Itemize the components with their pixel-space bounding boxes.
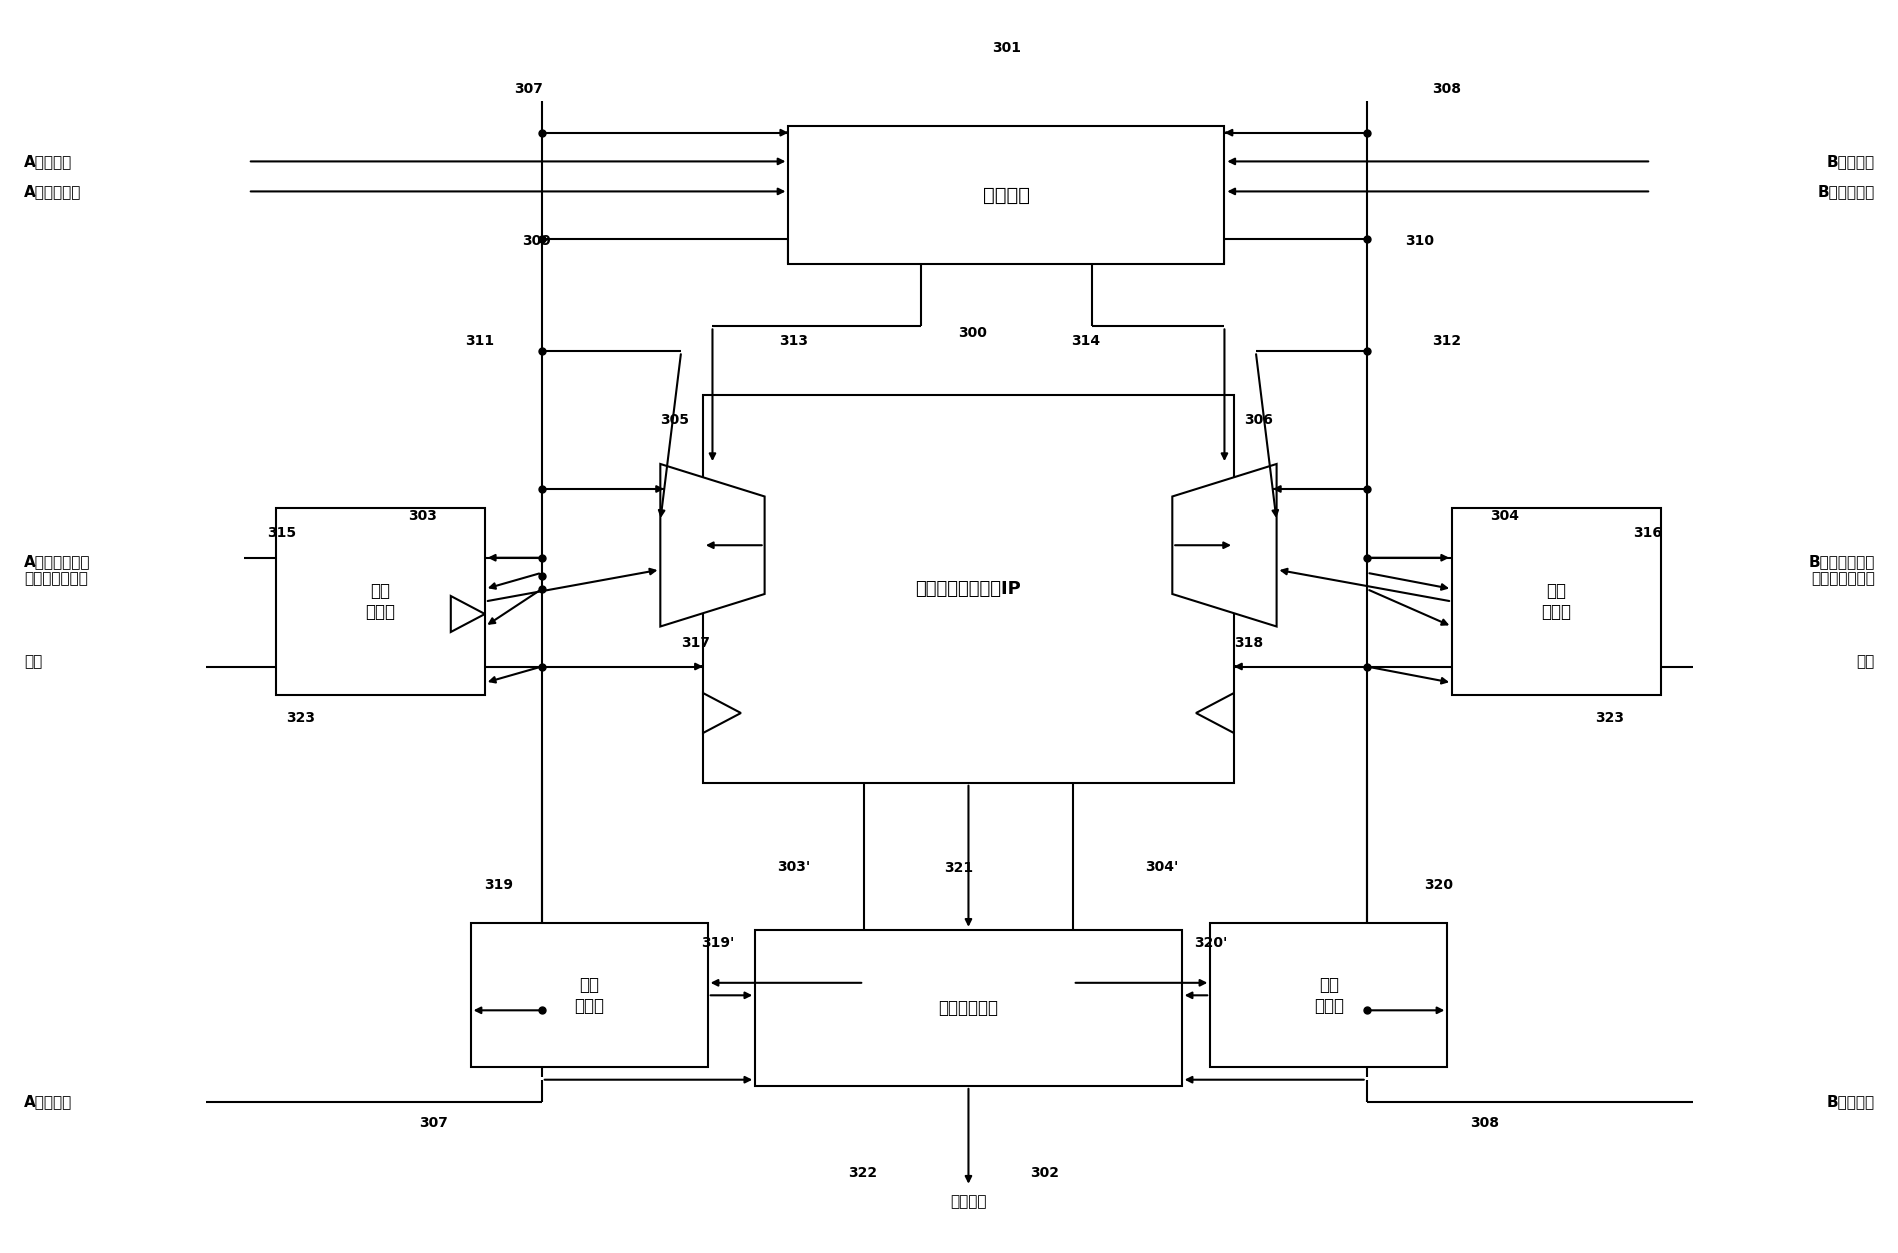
FancyBboxPatch shape — [1209, 923, 1446, 1068]
Text: B端口地址: B端口地址 — [1826, 1094, 1873, 1109]
FancyBboxPatch shape — [471, 923, 708, 1068]
FancyBboxPatch shape — [702, 395, 1234, 783]
Text: B端口数据、地
址和写使能信号: B端口数据、地 址和写使能信号 — [1807, 554, 1873, 586]
Text: 302: 302 — [1029, 1165, 1059, 1180]
Polygon shape — [702, 693, 740, 733]
Text: 315: 315 — [268, 526, 296, 540]
Text: 314: 314 — [1070, 335, 1101, 348]
Text: 320': 320' — [1194, 936, 1228, 950]
Text: 323: 323 — [1594, 710, 1623, 724]
Text: 320: 320 — [1424, 878, 1452, 892]
Text: 319': 319' — [700, 936, 735, 950]
Text: 二级
缓存器: 二级 缓存器 — [1313, 976, 1344, 1015]
Text: 310: 310 — [1405, 234, 1433, 248]
Text: 322: 322 — [847, 1165, 877, 1180]
Text: 读出控制电路: 读出控制电路 — [938, 999, 998, 1017]
Text: 308: 308 — [1431, 81, 1460, 96]
Text: 317: 317 — [681, 635, 710, 650]
Text: 305: 305 — [661, 413, 689, 427]
Text: 303': 303' — [776, 860, 810, 873]
Text: 301: 301 — [991, 40, 1021, 55]
Polygon shape — [1171, 464, 1275, 626]
Text: 321: 321 — [943, 861, 974, 875]
Text: 307: 307 — [514, 81, 543, 96]
Text: 309: 309 — [522, 234, 550, 248]
Text: 313: 313 — [778, 335, 809, 348]
Text: B端口地址: B端口地址 — [1826, 154, 1873, 169]
Text: 输出数据: 输出数据 — [949, 1194, 987, 1209]
FancyBboxPatch shape — [755, 930, 1181, 1086]
Polygon shape — [661, 464, 765, 626]
Text: 仲裁电路: 仲裁电路 — [983, 185, 1029, 204]
FancyBboxPatch shape — [1452, 507, 1659, 695]
Text: 319: 319 — [484, 878, 512, 892]
Text: A端口地址: A端口地址 — [25, 154, 72, 169]
Text: A端口地址: A端口地址 — [25, 1094, 72, 1109]
Text: 300: 300 — [957, 326, 987, 340]
Polygon shape — [450, 596, 484, 632]
Text: B端口写使能: B端口写使能 — [1816, 184, 1873, 199]
Text: 306: 306 — [1243, 413, 1272, 427]
Text: 318: 318 — [1234, 635, 1262, 650]
Text: 二级
缓存器: 二级 缓存器 — [573, 976, 604, 1015]
Text: 311: 311 — [465, 335, 493, 348]
Text: A端口写使能: A端口写使能 — [25, 184, 82, 199]
Text: 时钟: 时钟 — [1856, 654, 1873, 669]
Text: 308: 308 — [1469, 1116, 1498, 1130]
FancyBboxPatch shape — [788, 127, 1224, 264]
FancyBboxPatch shape — [277, 507, 484, 695]
Polygon shape — [1196, 693, 1234, 733]
Text: 303: 303 — [408, 510, 437, 524]
Text: 时钟: 时钟 — [25, 654, 42, 669]
Text: 一级
缓存器: 一级 缓存器 — [1541, 583, 1570, 621]
Text: 一级
缓存器: 一级 缓存器 — [366, 583, 395, 621]
Text: 同步双端口存储器IP: 同步双端口存储器IP — [915, 580, 1021, 598]
Text: 323: 323 — [287, 710, 315, 724]
Text: 307: 307 — [419, 1116, 448, 1130]
Text: 312: 312 — [1431, 335, 1460, 348]
Text: 304: 304 — [1490, 510, 1518, 524]
Text: A端口数据、地
址和写使能信号: A端口数据、地 址和写使能信号 — [25, 554, 91, 586]
Text: 304': 304' — [1144, 860, 1179, 873]
Text: 316: 316 — [1632, 526, 1661, 540]
